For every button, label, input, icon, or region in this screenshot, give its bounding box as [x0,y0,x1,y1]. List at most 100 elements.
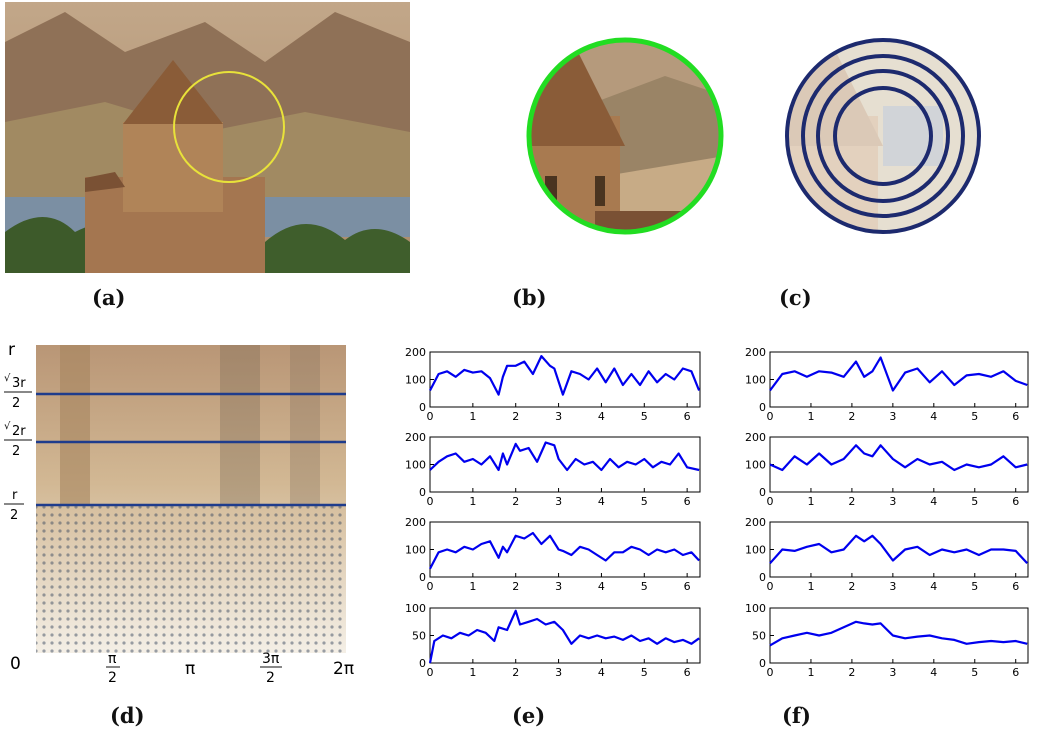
x-tick-label: 1 [807,666,814,679]
x-tick-label: 1 [469,580,476,593]
photo-church-landscape [5,2,410,273]
crop-outline-ring [526,37,724,235]
x-tick-label: 1 [469,666,476,679]
y-tick-label: 200 [405,346,426,359]
x-tick-label: 6 [1012,580,1019,593]
x-tick-label: 1 [807,580,814,593]
y-tick-label: 100 [405,544,426,557]
x-tick-label: 4 [598,580,605,593]
y-tick-label: 100 [745,602,766,615]
x-tick-label: 3 [889,495,896,508]
plot-axes-box [429,521,701,578]
ylabel-half-den: 2 [10,508,18,523]
ylabel-sqrt2-radical: √ [4,421,11,432]
x-tick-label: 4 [930,666,937,679]
x-tick-label: 6 [684,666,691,679]
x-tick-label: 4 [598,410,605,423]
x-tick-label: 2 [848,410,855,423]
ring-2 [816,69,950,203]
plot-axes-box [769,351,1029,408]
ylabel-half-num: r [12,488,18,503]
ring-outer [785,38,981,234]
caption-f: (f) [782,703,811,728]
plots-f-panel: 0 100 200 0 1 2 3 4 5 6 0 100 200 0 1 2 3 4 5 6 0 100 200 0 1 2 3 4… [735,340,1039,702]
x-tick-label: 2 [512,410,519,423]
cropped-circle-panel [525,36,725,236]
photo-selection-circle [173,71,285,183]
x-tick-label: 6 [1012,410,1019,423]
plot-f-4: 0 50 100 0 1 2 3 4 5 6 [745,602,1029,679]
ylabel-sqrt2-num: 2r [12,424,26,439]
x-tick-label: 2 [512,666,519,679]
caption-c: (c) [779,285,812,310]
x-tick-label: 3 [555,410,562,423]
x-tick-label: 4 [598,495,605,508]
photo-church-roof [123,60,223,124]
polar-unwrap-svg: r √ 3r 2 √ 2r 2 r 2 0 π 2 π 3π 2 2π [4,340,354,686]
x-tick-label: 0 [767,580,774,593]
cropped-circle-svg [526,37,724,235]
x-tick-label: 0 [767,666,774,679]
x-tick-label: 2 [848,580,855,593]
x-tick-label: 3 [889,580,896,593]
x-tick-label: 1 [469,410,476,423]
xlabel-pi2-den: 2 [108,670,117,686]
x-tick-label: 6 [684,580,691,593]
ylabel-zero: 0 [10,654,21,674]
y-tick-label: 0 [419,571,426,584]
x-tick-label: 5 [971,580,978,593]
x-tick-label: 3 [889,666,896,679]
xlabel-3pi2-den: 2 [266,670,275,686]
y-tick-label: 0 [419,657,426,670]
ring-1 [833,86,933,186]
x-tick-label: 2 [512,580,519,593]
y-tick-label: 50 [412,630,426,643]
x-tick-label: 0 [427,495,434,508]
ring-3 [801,54,965,218]
x-tick-label: 5 [971,495,978,508]
x-tick-label: 5 [641,495,648,508]
concentric-rings-panel [783,36,983,236]
y-tick-label: 0 [759,571,766,584]
y-tick-label: 50 [752,630,766,643]
y-tick-label: 200 [745,346,766,359]
y-tick-label: 0 [419,486,426,499]
series-line [429,441,700,472]
caption-e: (e) [512,703,546,728]
ylabel-sqrt3-radical: √ [4,373,11,384]
y-tick-label: 100 [405,374,426,387]
x-tick-label: 3 [555,495,562,508]
x-tick-label: 6 [684,410,691,423]
plots-e-panel: 0 100 200 0 1 2 3 4 5 6 0 100 200 0 1 2 3 4 5 6 0 100 200 0 1 2 3 4… [395,340,715,702]
ylabel-sqrt3-num: 3r [12,376,26,391]
y-tick-label: 200 [405,431,426,444]
x-tick-label: 2 [848,666,855,679]
polar-unwrap-panel: r √ 3r 2 √ 2r 2 r 2 0 π 2 π 3π 2 2π [0,335,370,695]
y-tick-label: 0 [759,657,766,670]
caption-a: (a) [92,285,126,310]
x-tick-label: 5 [641,580,648,593]
photo-church-roof-left [85,172,125,192]
y-tick-label: 0 [759,486,766,499]
x-tick-label: 1 [807,495,814,508]
plot-f-3: 0 100 200 0 1 2 3 4 5 6 [745,516,1029,593]
plot-f-1: 0 100 200 0 1 2 3 4 5 6 [745,346,1029,423]
y-tick-label: 0 [419,401,426,414]
y-tick-label: 200 [745,516,766,529]
caption-b: (b) [512,285,547,310]
y-tick-label: 200 [745,431,766,444]
xlabel-pi: π [185,659,195,679]
series-line [769,534,1029,565]
x-tick-label: 5 [971,410,978,423]
ylabel-sqrt2-den: 2 [12,444,20,459]
x-tick-label: 6 [684,495,691,508]
y-tick-label: 100 [745,544,766,557]
y-tick-label: 0 [759,401,766,414]
x-tick-label: 0 [427,580,434,593]
xlabel-2pi: 2π [333,659,354,679]
x-tick-label: 3 [555,580,562,593]
y-tick-label: 100 [745,459,766,472]
plot-e-2: 0 100 200 0 1 2 3 4 5 6 [405,431,701,508]
